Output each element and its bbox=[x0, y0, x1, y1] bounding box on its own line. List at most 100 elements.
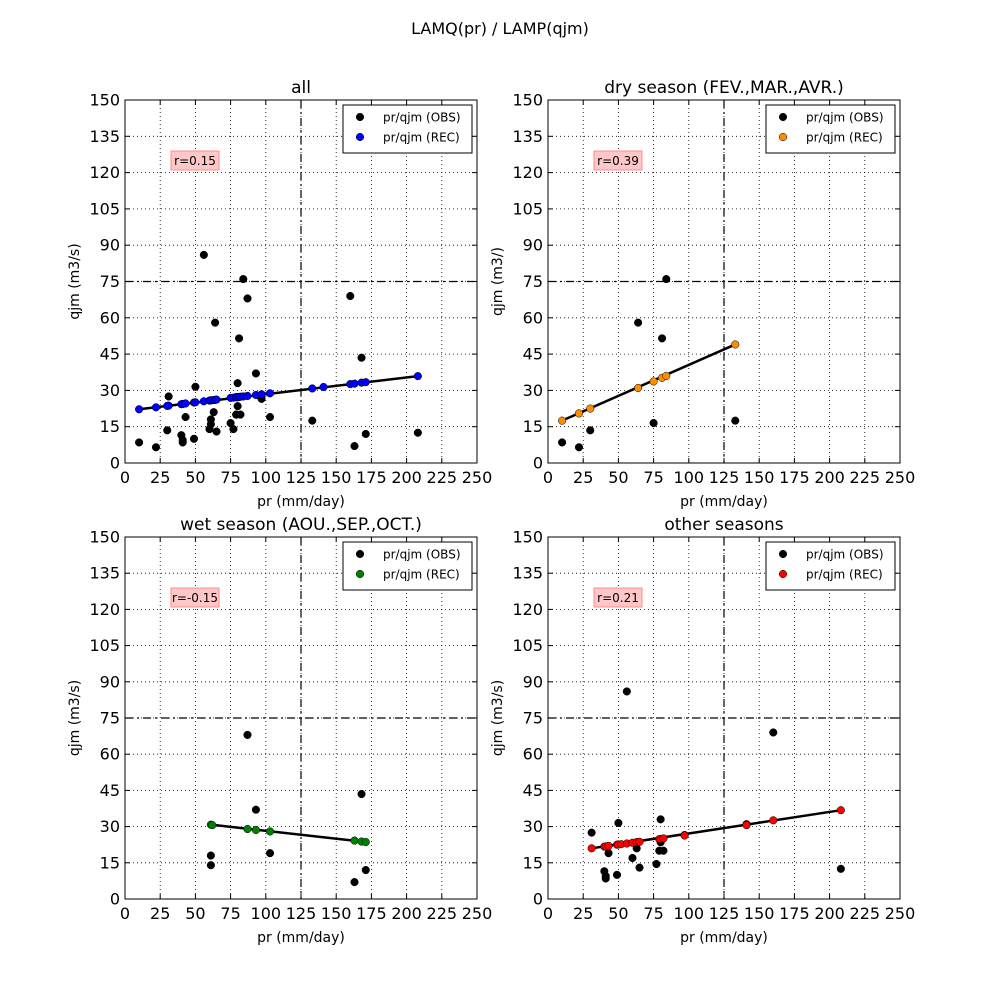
obs-point bbox=[628, 853, 637, 863]
legend-label-obs: pr/qjm (OBS) bbox=[806, 111, 884, 125]
y-tick-label: 135 bbox=[89, 127, 120, 146]
rec-point bbox=[135, 405, 144, 414]
obs-point bbox=[236, 410, 245, 419]
y-tick-label: 60 bbox=[523, 308, 543, 327]
x-tick-label: 100 bbox=[251, 904, 282, 923]
x-tick-label: 200 bbox=[814, 904, 845, 923]
legend-marker-rec bbox=[778, 132, 788, 142]
obs-point bbox=[163, 426, 172, 435]
obs-point bbox=[234, 334, 244, 343]
y-tick-label: 150 bbox=[512, 91, 543, 110]
x-tick-label: 0 bbox=[120, 468, 130, 487]
legend-label-obs: pr/qjm (OBS) bbox=[383, 548, 461, 562]
legend-box bbox=[342, 541, 473, 591]
obs-point bbox=[662, 275, 671, 284]
obs-point bbox=[656, 815, 665, 824]
y-tick-label: 105 bbox=[512, 199, 543, 218]
x-tick-label: 175 bbox=[779, 468, 810, 487]
x-tick-label: 125 bbox=[286, 468, 317, 487]
x-tick-label: 50 bbox=[185, 904, 205, 923]
rec-point bbox=[769, 816, 778, 825]
y-tick-label: 15 bbox=[100, 417, 120, 436]
y-tick-label: 45 bbox=[100, 781, 120, 800]
subplots: 0 25 50 75 100 125 150 175 200 225 250015304560759… bbox=[67, 78, 915, 946]
legend-box bbox=[765, 541, 896, 591]
series-rec bbox=[587, 806, 845, 853]
correlation-box bbox=[593, 587, 643, 608]
y-tick-label: 120 bbox=[512, 600, 543, 619]
y-tick-label: 45 bbox=[100, 345, 120, 364]
obs-point bbox=[346, 291, 355, 301]
obs-point bbox=[361, 865, 370, 875]
x-tick-label: 250 bbox=[885, 904, 916, 923]
obs-point bbox=[233, 379, 242, 388]
x-tick-label: 75 bbox=[643, 904, 663, 923]
obs-point bbox=[239, 275, 248, 284]
legend-label-rec: pr/qjm (REC) bbox=[383, 568, 460, 582]
obs-point bbox=[836, 864, 845, 873]
series-obs bbox=[206, 730, 370, 887]
x-tick-label: 200 bbox=[391, 468, 422, 487]
rec-point bbox=[243, 824, 252, 834]
obs-point bbox=[135, 438, 144, 447]
rec-point bbox=[350, 836, 359, 845]
subplot-4: 0 25 50 75 100 125 150 175 200 225 250015304560759… bbox=[490, 515, 915, 946]
rec-point bbox=[212, 395, 221, 404]
x-tick-label: 50 bbox=[608, 904, 628, 923]
y-tick-label: 135 bbox=[512, 127, 543, 146]
regression-line bbox=[210, 823, 366, 844]
correlation-box bbox=[593, 150, 643, 171]
subplot-title: all bbox=[291, 78, 311, 98]
x-tick-label: 75 bbox=[220, 468, 240, 487]
legend-marker-rec bbox=[355, 132, 365, 142]
obs-point bbox=[657, 334, 667, 343]
x-tick-label: 200 bbox=[391, 904, 422, 923]
subplot-title: other seasons bbox=[664, 515, 783, 535]
x-axis-label: pr (mm/day) bbox=[680, 930, 768, 946]
obs-point bbox=[612, 870, 622, 879]
y-tick-label: 30 bbox=[523, 381, 543, 400]
obs-point bbox=[206, 851, 215, 860]
obs-point bbox=[586, 426, 595, 435]
x-tick-label: 150 bbox=[744, 468, 775, 487]
x-tick-label: 100 bbox=[251, 468, 282, 487]
x-tick-label: 50 bbox=[185, 468, 205, 487]
y-tick-label: 75 bbox=[100, 709, 120, 728]
obs-point bbox=[211, 318, 220, 327]
rec-point bbox=[191, 398, 200, 407]
x-tick-label: 125 bbox=[709, 468, 740, 487]
rec-point bbox=[208, 821, 217, 830]
legend-label-obs: pr/qjm (OBS) bbox=[383, 111, 461, 125]
legend-marker-obs bbox=[355, 112, 365, 122]
x-tick-label: 200 bbox=[814, 468, 845, 487]
obs-point bbox=[357, 353, 366, 362]
y-tick-label: 0 bbox=[533, 890, 543, 909]
y-tick-label: 105 bbox=[89, 636, 120, 655]
y-tick-label: 30 bbox=[100, 817, 120, 836]
y-tick-label: 75 bbox=[523, 709, 543, 728]
rec-point bbox=[308, 384, 317, 393]
subplot-title: wet season (AOU.,SEP.,OCT.) bbox=[180, 515, 422, 535]
obs-point bbox=[206, 415, 215, 424]
obs-point bbox=[189, 434, 199, 443]
rec-point bbox=[587, 844, 596, 853]
x-tick-label: 175 bbox=[356, 904, 387, 923]
obs-point bbox=[361, 429, 370, 439]
x-tick-label: 225 bbox=[427, 904, 458, 923]
rec-point bbox=[361, 837, 370, 847]
rec-point bbox=[257, 390, 266, 399]
x-tick-label: 175 bbox=[779, 904, 810, 923]
obs-point bbox=[206, 861, 215, 870]
series-obs bbox=[558, 275, 740, 452]
rec-point bbox=[265, 389, 275, 398]
rec-point bbox=[649, 377, 658, 386]
obs-point bbox=[350, 442, 359, 451]
y-tick-label: 60 bbox=[523, 745, 543, 764]
series-rec bbox=[206, 820, 370, 847]
obs-point bbox=[251, 369, 260, 378]
y-tick-label: 30 bbox=[523, 817, 543, 836]
obs-point bbox=[558, 438, 567, 447]
y-tick-label: 60 bbox=[100, 745, 120, 764]
y-tick-label: 15 bbox=[523, 853, 543, 872]
